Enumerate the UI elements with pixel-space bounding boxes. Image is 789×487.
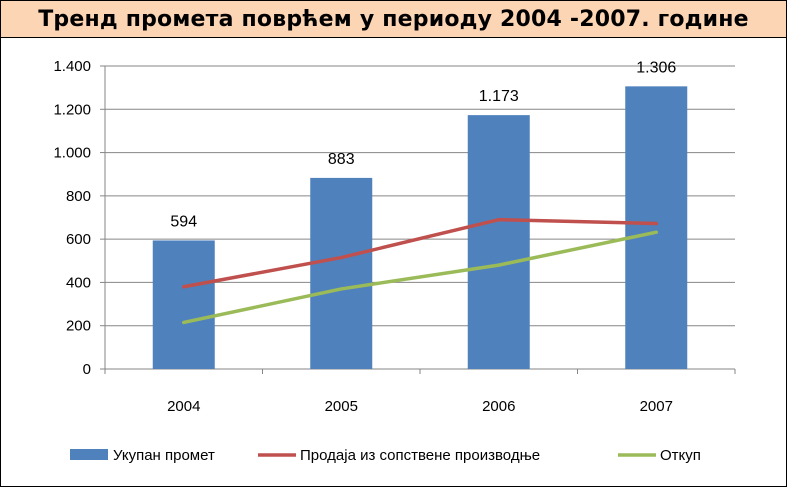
- chart-title-bar: Тренд промета поврћем у периоду 2004 -20…: [0, 0, 787, 38]
- x-tick-label: 2005: [325, 398, 358, 415]
- chart-title: Тренд промета поврћем у периоду 2004 -20…: [38, 6, 749, 32]
- bar-value-label: 1.306: [636, 59, 676, 76]
- data-labels: 594 883 1.173 1.306: [170, 59, 676, 230]
- axes: 0 200 400 600 800 1.000 1.200 1.400 2004 2005 2006…: [53, 58, 736, 415]
- bars: [152, 86, 688, 369]
- y-tick-label: 1.000: [53, 145, 91, 162]
- y-tick-label: 600: [66, 231, 91, 248]
- legend-swatch-bar: [70, 449, 108, 460]
- legend-label: Откуп: [660, 447, 701, 464]
- bar: [152, 240, 215, 369]
- x-tick-label: 2006: [482, 398, 515, 415]
- y-tick-label: 400: [66, 274, 91, 291]
- bar: [625, 86, 688, 369]
- bar-value-label: 883: [328, 151, 355, 168]
- legend-label: Укупан промет: [113, 447, 215, 464]
- series-line-purchase: [182, 230, 658, 325]
- legend: Укупан промет Продаја из сопствене произв…: [70, 447, 701, 464]
- y-tick-label: 1.400: [53, 58, 91, 75]
- x-tick-label: 2004: [167, 398, 200, 415]
- lines: [182, 217, 658, 325]
- bar: [467, 115, 530, 369]
- bar-value-label: 594: [170, 213, 197, 230]
- bar: [310, 177, 373, 369]
- legend-label: Продаја из сопствене производње: [300, 447, 540, 464]
- y-tick-label: 1.200: [53, 101, 91, 118]
- y-tick-label: 0: [83, 361, 91, 378]
- series-line-sales: [182, 217, 658, 289]
- x-tick-label: 2007: [640, 398, 673, 415]
- bar-value-label: 1.173: [479, 88, 519, 105]
- y-tick-label: 200: [66, 318, 91, 335]
- y-tick-label: 800: [66, 188, 91, 205]
